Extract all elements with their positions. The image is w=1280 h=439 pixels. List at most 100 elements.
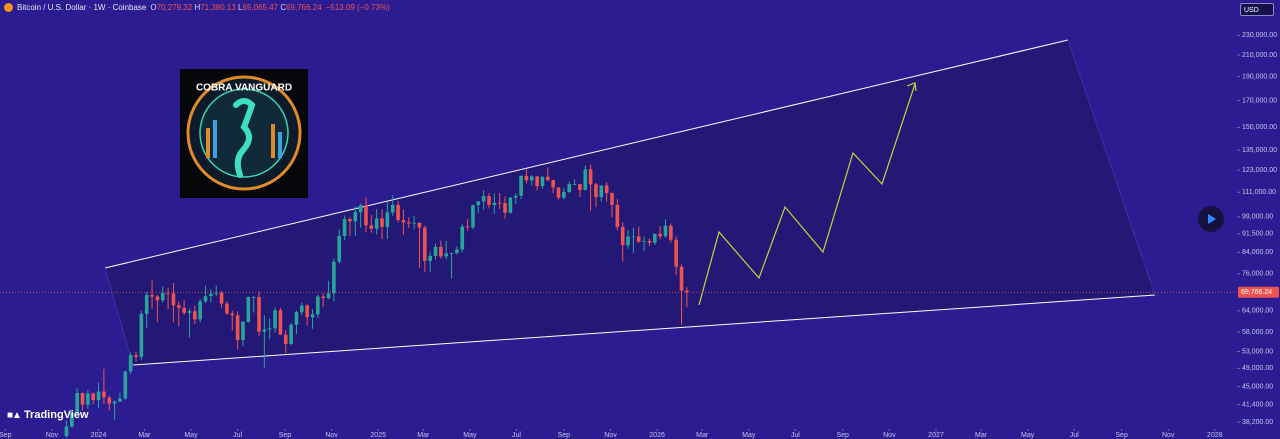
candle-body — [465, 226, 470, 228]
x-tick-label: Jul — [233, 432, 242, 439]
candle-body — [118, 398, 122, 402]
price-change: −513.09 (−0.73%) — [325, 3, 390, 12]
candle-body — [70, 412, 74, 427]
candle-body — [203, 296, 208, 302]
candle-body — [310, 314, 315, 318]
candle-body — [663, 225, 668, 237]
candle-body — [396, 204, 400, 220]
y-tick-label: 135,000.00 — [1242, 147, 1277, 154]
logo-inner — [199, 88, 289, 178]
x-tick-label: Jul — [512, 432, 521, 439]
candle-body — [406, 222, 411, 224]
y-tick-label: 84,000.00 — [1242, 249, 1273, 256]
candle-body — [358, 205, 363, 213]
candle-body — [294, 312, 299, 325]
candle-body — [583, 169, 588, 190]
candle-body — [155, 296, 160, 301]
ohlc-value: 69,766.24 — [286, 3, 322, 12]
candle-body — [150, 294, 154, 297]
candle-body — [321, 296, 325, 299]
x-tick-label: Mar — [138, 432, 151, 439]
candle-body — [572, 184, 577, 185]
candle-body — [380, 218, 384, 227]
candle-body — [604, 185, 609, 194]
x-tick-label: Nov — [604, 432, 617, 439]
candle-body — [300, 305, 304, 313]
candle-body — [631, 236, 636, 238]
x-tick-label: 2026 — [649, 432, 665, 439]
x-tick-label: Jul — [1070, 432, 1079, 439]
x-tick-label: Mar — [696, 432, 709, 439]
candle-body — [251, 297, 256, 298]
candle-body — [567, 184, 572, 193]
logo-text: COBRA VANGUARD — [196, 83, 292, 94]
candle-body — [535, 176, 539, 187]
x-tick-label: May — [463, 432, 477, 439]
candle-body — [529, 176, 534, 181]
y-tick-label: 91,500.00 — [1242, 231, 1273, 238]
candle-body — [369, 225, 374, 229]
ohlc-key: O — [150, 3, 157, 12]
candle-body — [171, 293, 176, 306]
candle-body — [658, 233, 662, 237]
y-tick-label: 123,000.00 — [1242, 167, 1277, 174]
candle-body — [652, 233, 657, 243]
x-tick-label: Sep — [279, 432, 292, 439]
candle-body — [412, 222, 416, 224]
candle-body — [556, 187, 561, 198]
candle-body — [364, 205, 368, 226]
candle-body — [235, 315, 240, 340]
candle-body — [540, 176, 545, 187]
candle-body — [283, 334, 288, 344]
candle-body — [273, 310, 277, 329]
ohlc-key: L — [238, 3, 243, 12]
candle-body — [193, 311, 197, 320]
y-tick-label: 170,000.00 — [1242, 97, 1277, 104]
y-tick-label: 190,000.00 — [1242, 73, 1277, 80]
logo-cobra — [233, 98, 256, 178]
candle-body — [316, 296, 320, 315]
candle-body — [187, 311, 192, 313]
candle-body — [460, 226, 465, 250]
play-button[interactable] — [1198, 206, 1224, 232]
x-tick-label: Sep — [0, 432, 12, 439]
candle-body — [219, 292, 224, 304]
currency-button[interactable]: USD — [1240, 3, 1274, 16]
candle-body — [332, 261, 336, 294]
candle-body — [546, 176, 550, 181]
x-tick-label: Sep — [558, 432, 571, 439]
ohlc-key: C — [280, 3, 287, 12]
candle-body — [107, 397, 112, 404]
x-tick-label: May — [742, 432, 756, 439]
projection-path — [698, 83, 916, 306]
candle-body — [519, 175, 523, 196]
candle-body — [428, 255, 432, 261]
logo-bar — [271, 124, 275, 158]
candle-body — [439, 246, 443, 257]
symbol-header: Bitcoin / U.S. Dollar · 1W · Coinbase O7… — [4, 3, 390, 12]
x-tick-label: Sep — [837, 432, 850, 439]
x-tick-label: May — [1021, 432, 1035, 439]
candle-body — [471, 205, 475, 228]
y-tick-label: 58,000.00 — [1242, 329, 1273, 336]
candle-body — [102, 391, 106, 398]
candle-body — [642, 241, 646, 242]
x-tick-label: 2027 — [928, 432, 944, 439]
ohlc-values: O70,279.32 H71,380.13 L65,065.47 C69,766… — [150, 3, 321, 12]
ohlc-value: 70,279.32 — [156, 3, 193, 12]
last-price-tag — [1238, 286, 1279, 298]
candle-body — [96, 391, 101, 401]
x-tick-label: Mar — [417, 432, 430, 439]
candle-body — [562, 192, 566, 198]
candle-body — [241, 321, 245, 340]
candle-body — [209, 293, 213, 297]
candle-body — [225, 303, 229, 314]
candle-body — [487, 196, 491, 206]
candle-body — [374, 218, 379, 229]
candle-body — [128, 355, 133, 372]
candle-body — [262, 329, 267, 332]
candle-body — [551, 180, 555, 188]
symbol-title[interactable]: Bitcoin / U.S. Dollar · 1W · Coinbase — [17, 3, 147, 12]
x-tick-label: Nov — [883, 432, 896, 439]
candle-body — [182, 307, 186, 313]
